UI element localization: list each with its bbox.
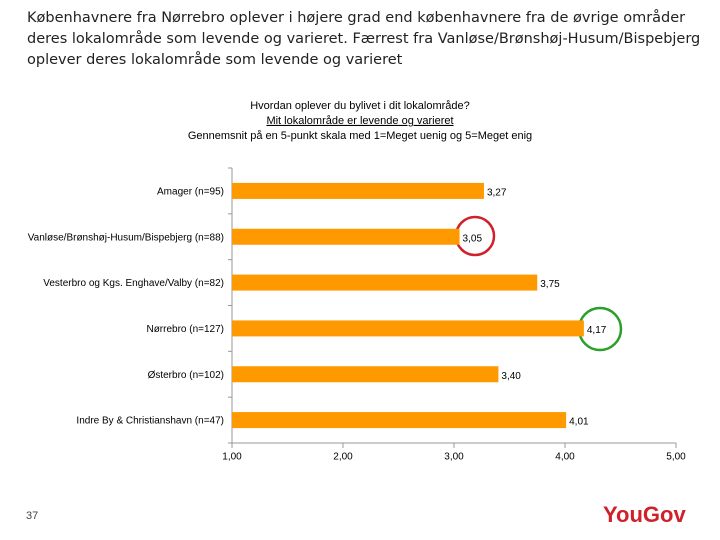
- bar: [232, 182, 484, 199]
- bar: [232, 320, 584, 337]
- chart-title: Hvordan oplever du bylivet i dit lokalom…: [250, 100, 470, 112]
- bar: [232, 228, 460, 245]
- logo: YouGov: [603, 502, 686, 527]
- x-tick-label: 5,00: [666, 452, 686, 463]
- y-tick-label: Vesterbro og Kgs. Enghave/Valby (n=82): [43, 278, 224, 289]
- y-tick-label: Indre By & Christianshavn (n=47): [76, 416, 224, 427]
- x-tick-label: 2,00: [333, 452, 353, 463]
- chart-subtitle: Mit lokalområde er levende og varieret: [266, 115, 453, 127]
- x-tick-label: 3,00: [444, 452, 464, 463]
- value-label: 4,17: [587, 325, 607, 336]
- value-label: 3,05: [463, 233, 483, 244]
- bar: [232, 366, 499, 383]
- x-tick-label: 4,00: [555, 452, 575, 463]
- y-tick-label: Østerbro (n=102): [148, 370, 224, 381]
- chart-note: Gennemsnit på en 5-punkt skala med 1=Meg…: [188, 130, 532, 142]
- value-label: 3,75: [540, 279, 560, 290]
- y-tick-label: Vanløse/Brønshøj-Husum/Bispebjerg (n=88): [28, 232, 224, 243]
- value-label: 3,27: [487, 188, 507, 199]
- bar: [232, 412, 567, 429]
- heading: Københavnere fra Nørrebro oplever i høje…: [27, 10, 701, 68]
- y-tick-label: Amager (n=95): [157, 187, 224, 198]
- y-tick-label: Nørrebro (n=127): [146, 324, 224, 335]
- value-label: 4,01: [569, 417, 589, 428]
- x-tick-label: 1,00: [222, 452, 242, 463]
- page-number: 37: [26, 510, 38, 522]
- value-label: 3,40: [501, 371, 521, 382]
- bar: [232, 274, 538, 291]
